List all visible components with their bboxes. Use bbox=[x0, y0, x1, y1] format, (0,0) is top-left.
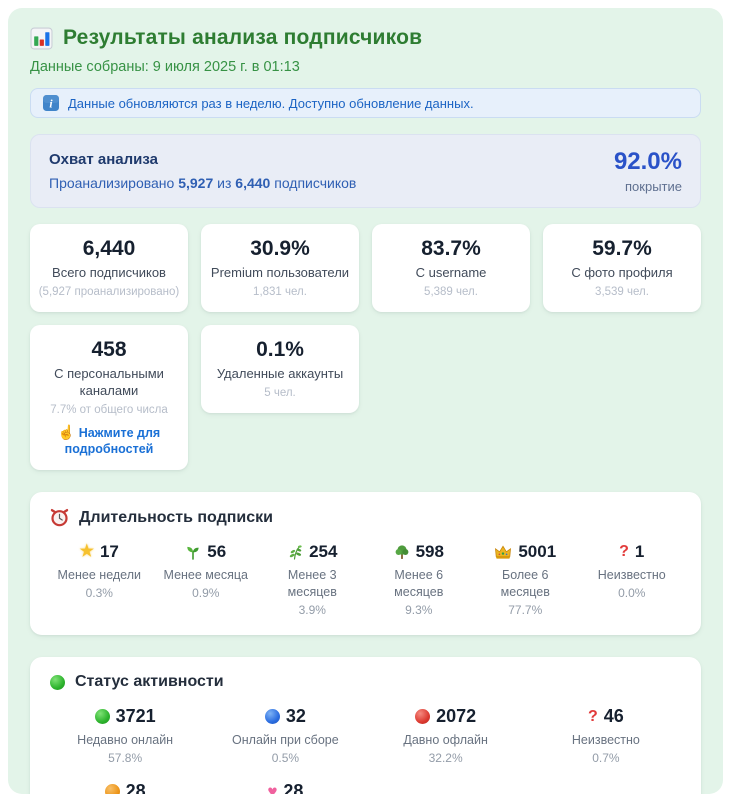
subscription-duration-section: Длительность подписки ★ 17 Менее недели 0… bbox=[30, 492, 701, 636]
activity-item-long-offline: 2072 Давно офлайн 32.2% bbox=[403, 706, 488, 765]
activity-item-last-week: 28 На прошлой неделе 0.4% bbox=[50, 781, 200, 794]
bar-chart-icon bbox=[30, 27, 53, 50]
duration-item-under-month: 56 Менее месяца 0.9% bbox=[163, 542, 248, 601]
blue-circle-icon bbox=[264, 709, 280, 725]
activity-item-unknown: ? 46 Неизвестно 0.7% bbox=[571, 706, 640, 765]
glowing-star-icon: ★ bbox=[79, 543, 94, 561]
stat-card-deleted-accounts: 0.1% Удаленные аккаунты 5 чел. bbox=[201, 324, 359, 413]
coverage-title: Охват анализа bbox=[49, 151, 158, 168]
green-circle-icon bbox=[50, 674, 65, 690]
coverage-card: Охват анализа Проанализировано 5,927 из … bbox=[30, 134, 701, 208]
seedling-icon bbox=[185, 544, 201, 561]
coverage-right: 92.0% покрытие bbox=[614, 148, 682, 194]
coverage-percent: 92.0% bbox=[613, 148, 682, 175]
duration-section-header: Длительность подписки bbox=[50, 508, 681, 527]
details-link[interactable]: ☝ Нажмите для подробностей bbox=[57, 423, 161, 457]
stat-card-with-photo: 59.7% С фото профиля 3,539 чел. bbox=[543, 224, 701, 312]
stat-card-premium-users: 30.9% Premium пользователи 1,831 чел. bbox=[201, 224, 359, 312]
data-collected-timestamp: Данные собраны: 9 июля 2025 г. в 01:13 bbox=[30, 59, 300, 75]
stat-card-personal-channels[interactable]: 458 С персональными каналами 7.7% от общ… bbox=[30, 324, 188, 471]
activity-items: 3721 Недавно онлайн 57.8% 32 Онлайн при … bbox=[50, 706, 681, 794]
question-mark-icon: ? bbox=[587, 707, 598, 725]
red-circle-icon bbox=[415, 709, 431, 725]
info-banner: i Данные обновляются раз в неделю. Досту… bbox=[30, 88, 701, 118]
duration-item-under-6-months: 598 Менее 6 месяцев 9.3% bbox=[394, 542, 444, 618]
activity-item-last-month: ♥28 В прошлом месяце 0.4% bbox=[210, 781, 360, 794]
tree-icon bbox=[394, 544, 410, 560]
duration-item-under-3-months: 254 Менее 3 месяцев 3.9% bbox=[287, 542, 338, 618]
svg-text:i: i bbox=[49, 99, 53, 111]
activity-item-online-at-collection: 32 Онлайн при сборе 0.5% bbox=[232, 706, 339, 765]
green-circle-icon bbox=[94, 709, 110, 725]
alarm-clock-icon bbox=[50, 508, 69, 527]
stat-card-total-subscribers: 6,440 Всего подписчиков (5,927 проанализ… bbox=[30, 224, 188, 312]
duration-items: ★ 17 Менее недели 0.3% 56 Менее месяца 0.… bbox=[50, 542, 681, 617]
activity-section-header: Статус активности bbox=[50, 673, 681, 691]
duration-item-unknown: ? 1 Неизвестно 0.0% bbox=[597, 542, 666, 601]
question-mark-icon: ? bbox=[619, 543, 629, 561]
page-title: Результаты анализа подписчиков bbox=[63, 26, 423, 49]
header: Результаты анализа подписчиков bbox=[30, 26, 701, 50]
coverage-percent-label: покрытие bbox=[625, 179, 682, 194]
activity-status-section: Статус активности 3721 Недавно онлайн 57… bbox=[30, 657, 701, 794]
total-count: 6,440 bbox=[235, 175, 271, 191]
duration-item-under-week: ★ 17 Менее недели 0.3% bbox=[57, 542, 141, 601]
pointing-finger-icon: ☝ bbox=[57, 423, 76, 440]
stat-cards-grid: 6,440 Всего подписчиков (5,927 проанализ… bbox=[30, 224, 701, 471]
info-icon: i bbox=[43, 95, 59, 111]
activity-item-recently-online: 3721 Недавно онлайн 57.8% bbox=[77, 706, 174, 765]
herb-icon bbox=[287, 544, 303, 560]
report-page: Результаты анализа подписчиков Данные со… bbox=[8, 8, 723, 794]
coverage-left: Охват анализа Проанализировано 5,927 из … bbox=[49, 151, 356, 191]
coverage-subtitle: Проанализировано 5,927 из 6,440 подписчи… bbox=[49, 175, 357, 191]
stat-card-with-username: 83.7% С username 5,389 чел. bbox=[372, 224, 530, 312]
duration-item-over-6-months: 5001 Более 6 месяцев 77.7% bbox=[476, 542, 575, 617]
crown-icon bbox=[494, 545, 512, 560]
orange-circle-icon bbox=[104, 783, 120, 794]
analyzed-count: 5,927 bbox=[178, 175, 214, 191]
info-banner-text: Данные обновляются раз в неделю. Доступн… bbox=[68, 95, 474, 111]
pink-heart-icon: ♥ bbox=[267, 781, 278, 794]
